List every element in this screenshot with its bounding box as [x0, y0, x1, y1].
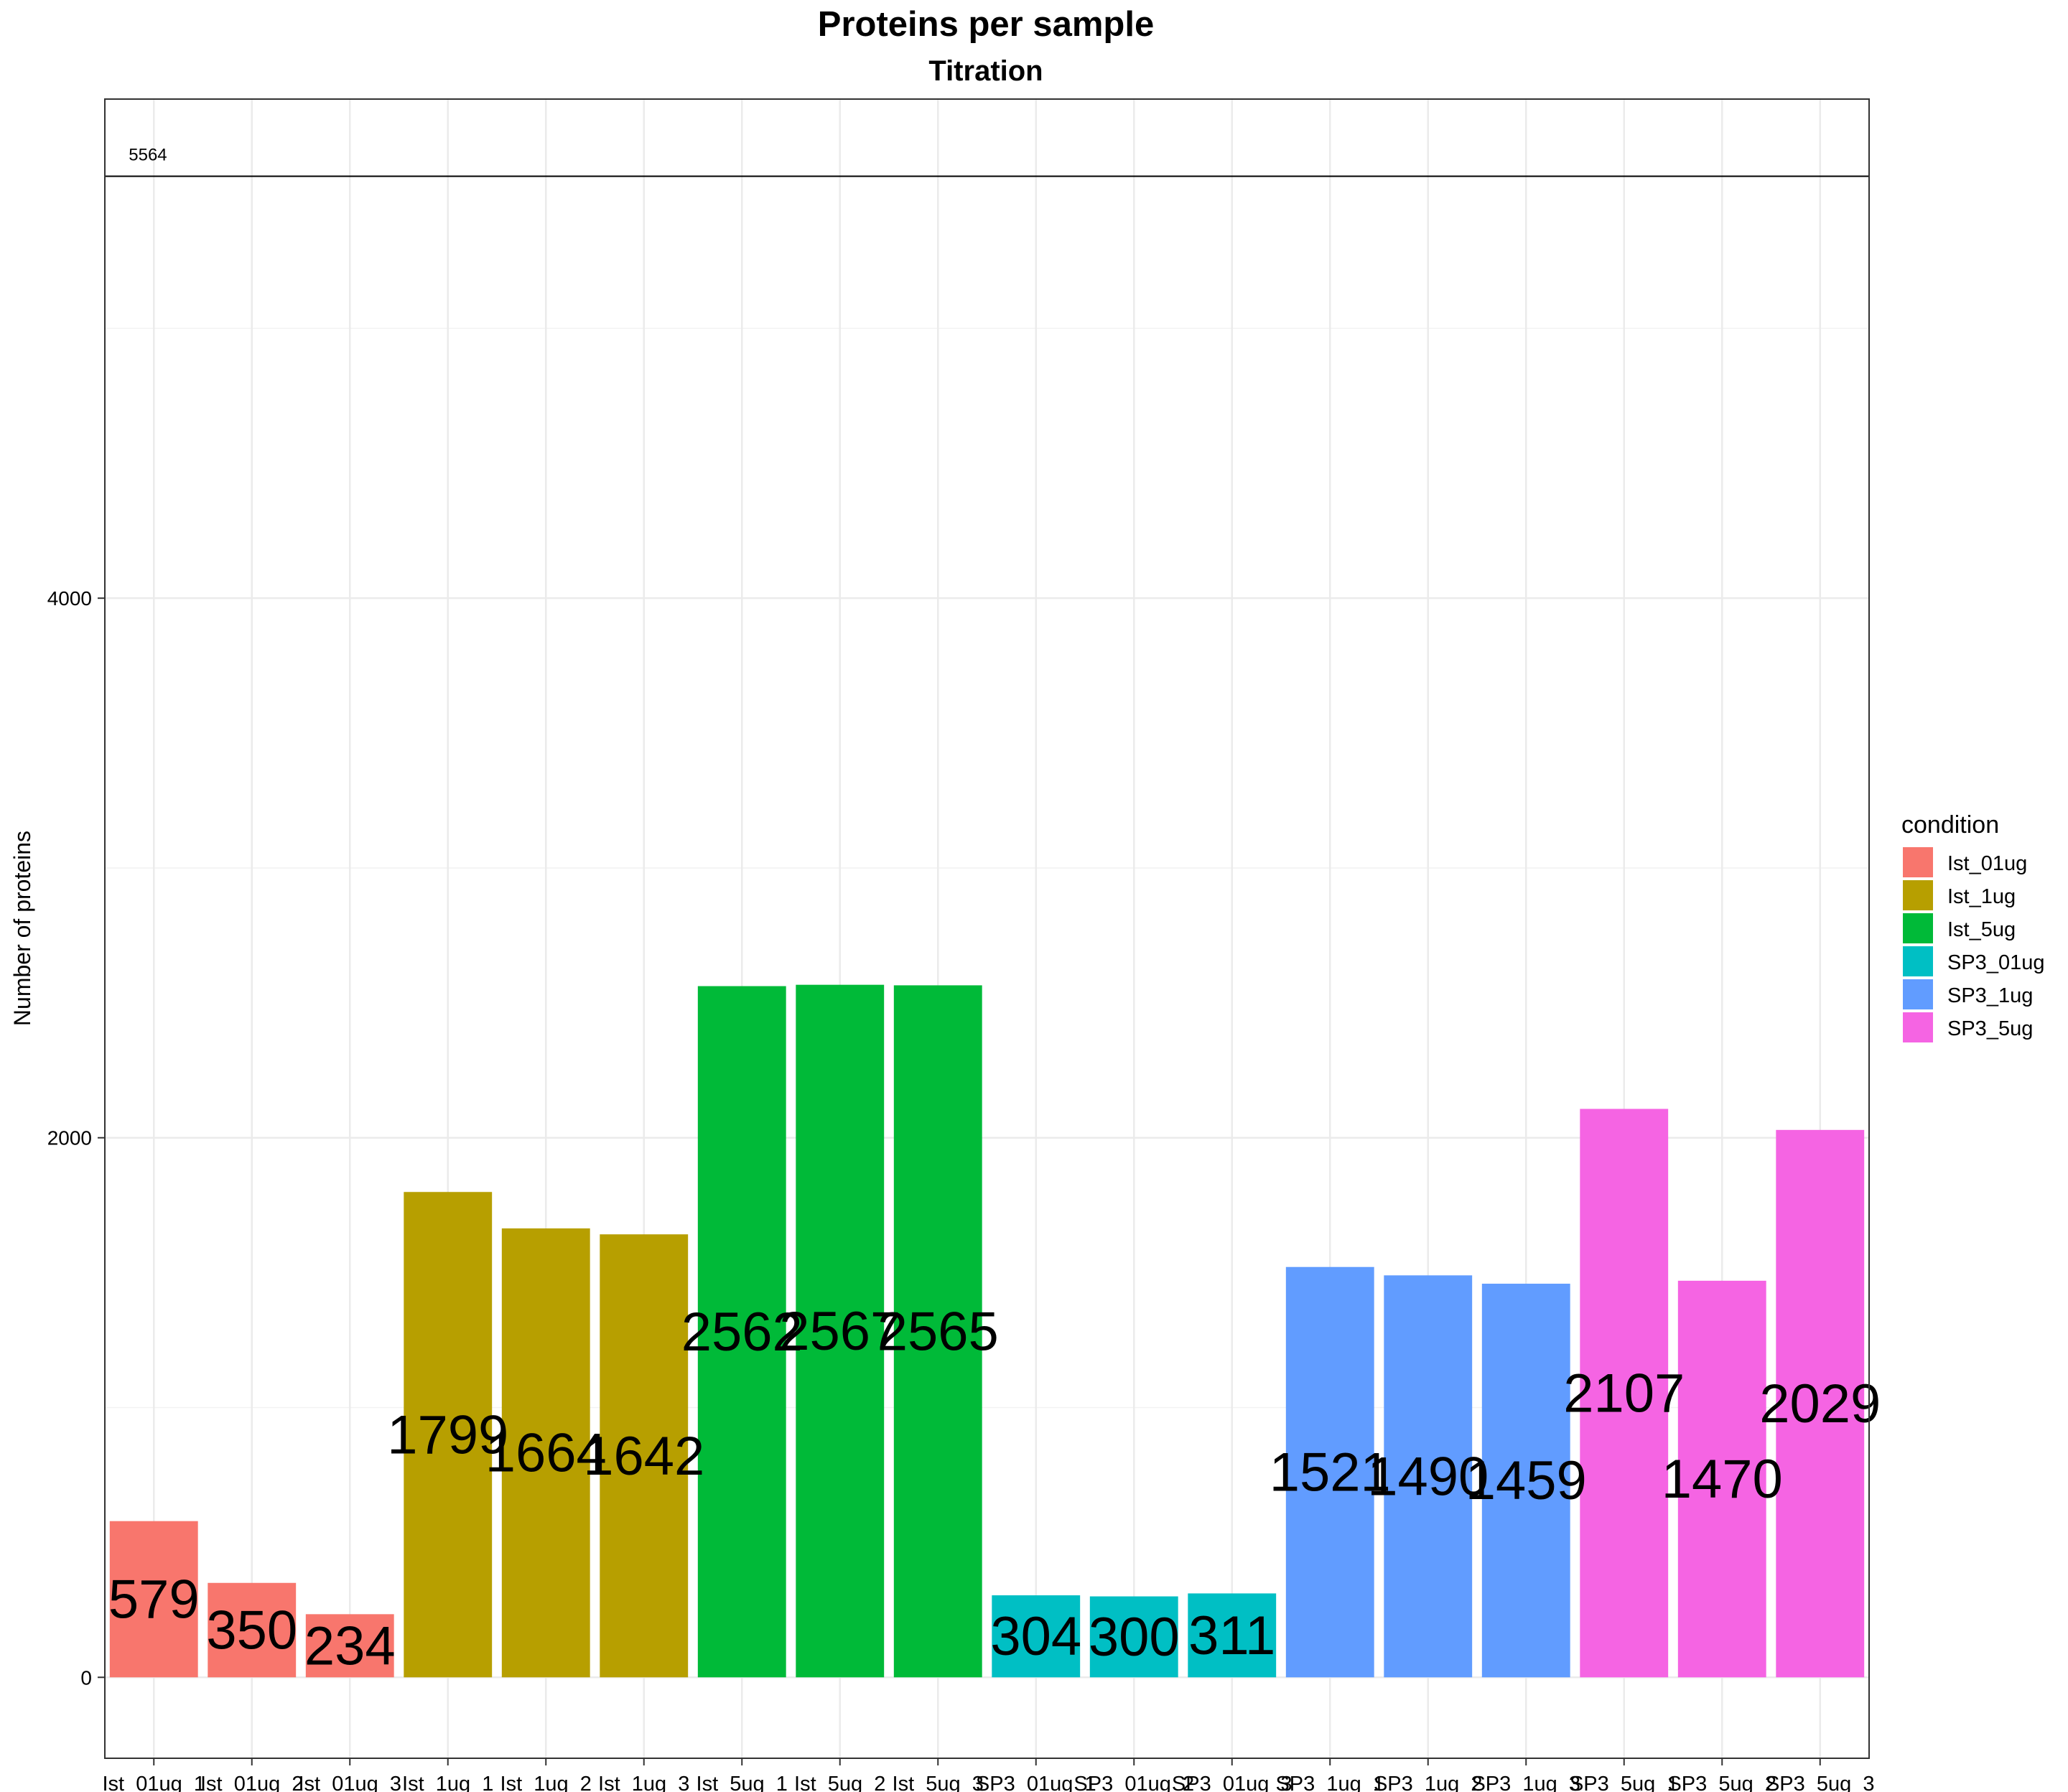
bar-value-label: 2567	[779, 1301, 900, 1362]
x-tick-label: Ist_1ug_3	[598, 1773, 689, 1792]
x-tick-label: SP3_1ug_3	[1471, 1773, 1580, 1792]
legend-label: Ist_1ug	[1947, 885, 2016, 908]
bar-value-label: 304	[990, 1606, 1081, 1667]
legend-label: SP3_01ug	[1947, 951, 2044, 974]
legend-key-SP3_1ug	[1903, 979, 1933, 1009]
chart-title: Proteins per sample	[818, 5, 1154, 44]
bar-value-label: 350	[206, 1600, 297, 1661]
legend-key-SP3_01ug	[1903, 946, 1933, 976]
bar-value-label: 1799	[387, 1404, 508, 1465]
x-tick-label: Ist_5ug_2	[794, 1773, 885, 1792]
reference-line-label: 5564	[129, 145, 167, 164]
bar-SP3_5ug_1	[1580, 1109, 1669, 1678]
bar-SP3_01ug_2	[1089, 1596, 1178, 1678]
y-tick-label: 4000	[47, 587, 92, 610]
bar-Ist_01ug_3	[305, 1614, 394, 1678]
bar-value-label: 1470	[1662, 1449, 1783, 1510]
bar-SP3_01ug_1	[992, 1595, 1081, 1678]
legend-label: Ist_01ug	[1947, 852, 2027, 875]
x-tick-label: SP3_1ug_2	[1374, 1773, 1483, 1792]
bar-Ist_5ug_2	[796, 984, 885, 1678]
bar-SP3_01ug_3	[1188, 1593, 1277, 1678]
x-tick-label: SP3_5ug_3	[1766, 1773, 1875, 1792]
bar-value-label: 2029	[1759, 1373, 1881, 1434]
bar-value-label: 1459	[1466, 1450, 1587, 1511]
reference-line-group: 5564	[105, 145, 1869, 177]
bar-Ist_1ug_1	[404, 1192, 493, 1678]
bar-value-label: 1664	[485, 1423, 607, 1484]
x-tick-label: SP3_1ug_1	[1275, 1773, 1384, 1792]
legend-label: SP3_5ug	[1947, 1017, 2033, 1040]
bar-SP3_5ug_2	[1677, 1280, 1766, 1678]
bar-value-label: 579	[108, 1569, 200, 1630]
x-tick-label: Ist_01ug_2	[200, 1773, 304, 1792]
x-tick-label: Ist_5ug_3	[893, 1773, 984, 1792]
bar-value-label: 2562	[681, 1302, 803, 1363]
chart-subtitle: Titration	[928, 55, 1043, 87]
bar-SP3_1ug_3	[1481, 1284, 1570, 1678]
y-tick-label: 0	[80, 1666, 92, 1689]
bar-Ist_01ug_1	[109, 1521, 198, 1678]
bars	[109, 984, 1865, 1678]
bar-Ist_01ug_2	[208, 1582, 297, 1678]
x-tick-label: Ist_1ug_2	[500, 1773, 592, 1792]
x-tick-label: Ist_01ug_1	[102, 1773, 205, 1792]
bar-value-label: 2107	[1563, 1363, 1685, 1424]
x-tick-label: SP3_5ug_1	[1570, 1773, 1679, 1792]
bar-Ist_1ug_3	[600, 1234, 689, 1678]
plot-border	[104, 98, 1870, 1759]
bar-SP3_1ug_1	[1285, 1266, 1374, 1678]
bar-value-label: 1490	[1367, 1446, 1489, 1507]
y-tick-label: 2000	[47, 1127, 92, 1149]
bar-value-label: 1642	[583, 1426, 704, 1487]
x-tick-label: SP3_01ug_3	[1172, 1773, 1292, 1792]
x-tick-label: SP3_01ug_2	[1073, 1773, 1194, 1792]
x-tick-label: Ist_5ug_1	[697, 1773, 788, 1792]
bar-Ist_5ug_3	[893, 985, 982, 1678]
x-tick-label: SP3_5ug_2	[1667, 1773, 1776, 1792]
legend: condition Ist_01ug Ist_1ug Ist_5ug SP3_01ug…	[1901, 811, 2044, 1042]
x-tick-label: Ist_1ug_1	[402, 1773, 493, 1792]
legend-label: SP3_1ug	[1947, 984, 2033, 1007]
legend-label: Ist_5ug	[1947, 918, 2016, 941]
bar-SP3_1ug_2	[1384, 1275, 1473, 1678]
bar-value-label: 2565	[877, 1301, 999, 1362]
bar-SP3_5ug_3	[1776, 1129, 1865, 1678]
bar-value-label: 311	[1188, 1605, 1275, 1666]
bar-value-label: 234	[304, 1615, 396, 1676]
bar-value-label: 1521	[1270, 1442, 1391, 1503]
legend-key-Ist_01ug	[1903, 847, 1933, 877]
y-axis: 0 2000 4000	[47, 587, 105, 1689]
x-tick-label: Ist_01ug_3	[298, 1773, 401, 1792]
legend-key-Ist_1ug	[1903, 880, 1933, 910]
y-axis-label: Number of proteins	[9, 831, 35, 1026]
bar-value-label: 300	[1089, 1607, 1180, 1668]
legend-key-SP3_5ug	[1903, 1012, 1933, 1042]
x-tick-label: SP3_01ug_1	[976, 1773, 1096, 1792]
bar-Ist_5ug_1	[697, 986, 786, 1678]
legend-title: condition	[1901, 811, 1999, 839]
bar-Ist_1ug_2	[501, 1228, 590, 1678]
legend-key-Ist_5ug	[1903, 913, 1933, 943]
